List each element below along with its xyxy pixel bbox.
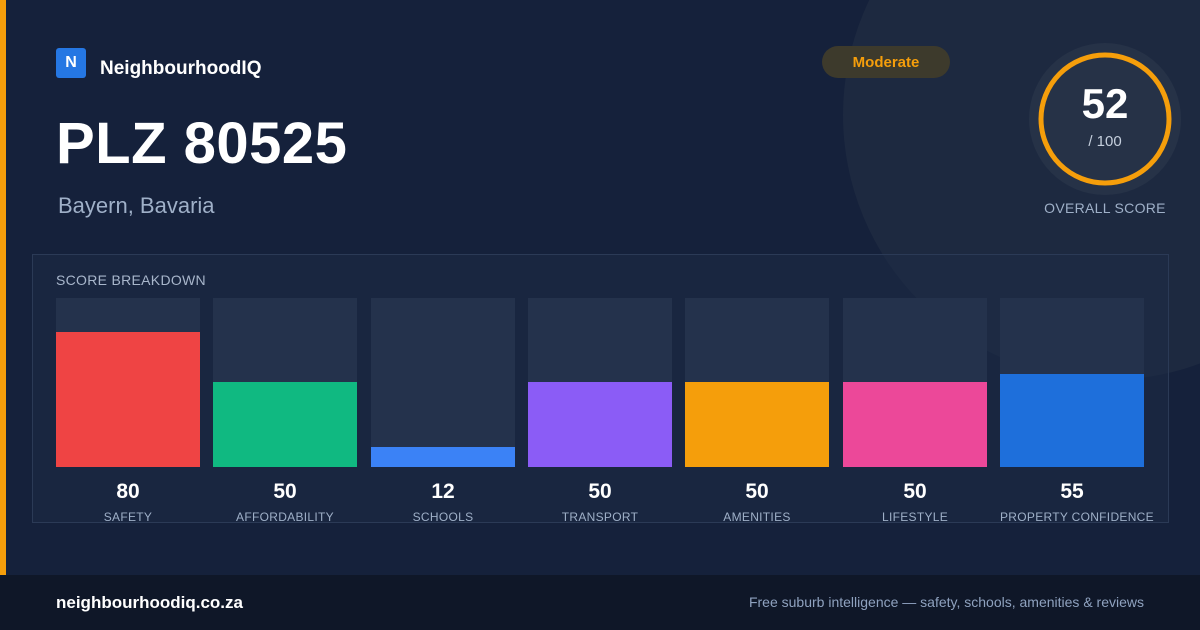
bar-value: 50	[903, 480, 927, 503]
overall-score-max: / 100	[1088, 133, 1122, 150]
rating-badge: Moderate	[822, 46, 950, 78]
bar-track	[685, 298, 829, 467]
score-bar-schools: 12 SCHOOLS	[371, 298, 515, 524]
score-bar-property-confidence: 55 PROPERTY CONFIDENCE	[1000, 298, 1154, 524]
share-card: N NeighbourhoodIQ PLZ 80525 Bayern, Bava…	[0, 0, 1182, 575]
score-bar-lifestyle: 50 LIFESTYLE	[843, 298, 987, 524]
bar-track	[213, 298, 357, 467]
location-subtitle: Bayern, Bavaria	[58, 193, 215, 218]
bar-fill	[685, 382, 829, 467]
bar-track	[56, 298, 200, 467]
breakdown-title: SCORE BREAKDOWN	[56, 272, 206, 288]
bar-label: TRANSPORT	[561, 510, 639, 524]
bar-value: 80	[116, 480, 140, 503]
bar-fill	[371, 447, 515, 467]
brand-name: NeighbourhoodIQ	[100, 58, 262, 79]
footer-tagline: Free suburb intelligence — safety, schoo…	[748, 594, 1144, 610]
score-bar-amenities: 50 AMENITIES	[685, 298, 829, 524]
bar-label: AFFORDABILITY	[236, 510, 334, 524]
footer: neighbourhoodiq.co.za Free suburb intell…	[0, 575, 1200, 630]
bar-value: 50	[745, 480, 769, 503]
bar-value: 12	[431, 480, 455, 503]
bar-label: AMENITIES	[723, 510, 791, 524]
brand: N NeighbourhoodIQ	[56, 46, 261, 80]
brand-logo-icon: N	[56, 48, 86, 78]
overall-score-gauge: 52 / 100	[1028, 42, 1182, 196]
bar-value: 55	[1060, 480, 1084, 503]
bar-fill	[1000, 374, 1144, 467]
bar-label: SCHOOLS	[412, 510, 474, 524]
bar-track	[371, 298, 515, 467]
score-bar-transport: 50 TRANSPORT	[528, 298, 672, 524]
overall-score-value: 52	[1081, 80, 1129, 127]
bar-fill	[213, 382, 357, 467]
overall-score-label: OVERALL SCORE	[1044, 200, 1166, 216]
bar-fill	[56, 332, 200, 467]
bar-fill	[843, 382, 987, 467]
bar-label: LIFESTYLE	[881, 510, 949, 524]
bar-value: 50	[588, 480, 612, 503]
bar-track	[1000, 298, 1144, 467]
score-bar-affordability: 50 AFFORDABILITY	[213, 298, 357, 524]
page-title: PLZ 80525	[56, 111, 348, 176]
score-breakdown-panel: SCORE BREAKDOWN 80 SAFETY 50 AFFORDABILITY 1…	[32, 254, 1169, 524]
bar-label: SAFETY	[103, 510, 153, 524]
bar-track	[528, 298, 672, 467]
score-bar-safety: 80 SAFETY	[56, 298, 200, 524]
score-ring-icon	[1029, 43, 1181, 195]
bar-value: 50	[273, 480, 297, 503]
bar-track	[843, 298, 987, 467]
bar-label: PROPERTY CONFIDENCE	[1000, 510, 1154, 524]
footer-url: neighbourhoodiq.co.za	[56, 593, 243, 612]
accent-bar	[0, 0, 6, 575]
bar-fill	[528, 382, 672, 467]
